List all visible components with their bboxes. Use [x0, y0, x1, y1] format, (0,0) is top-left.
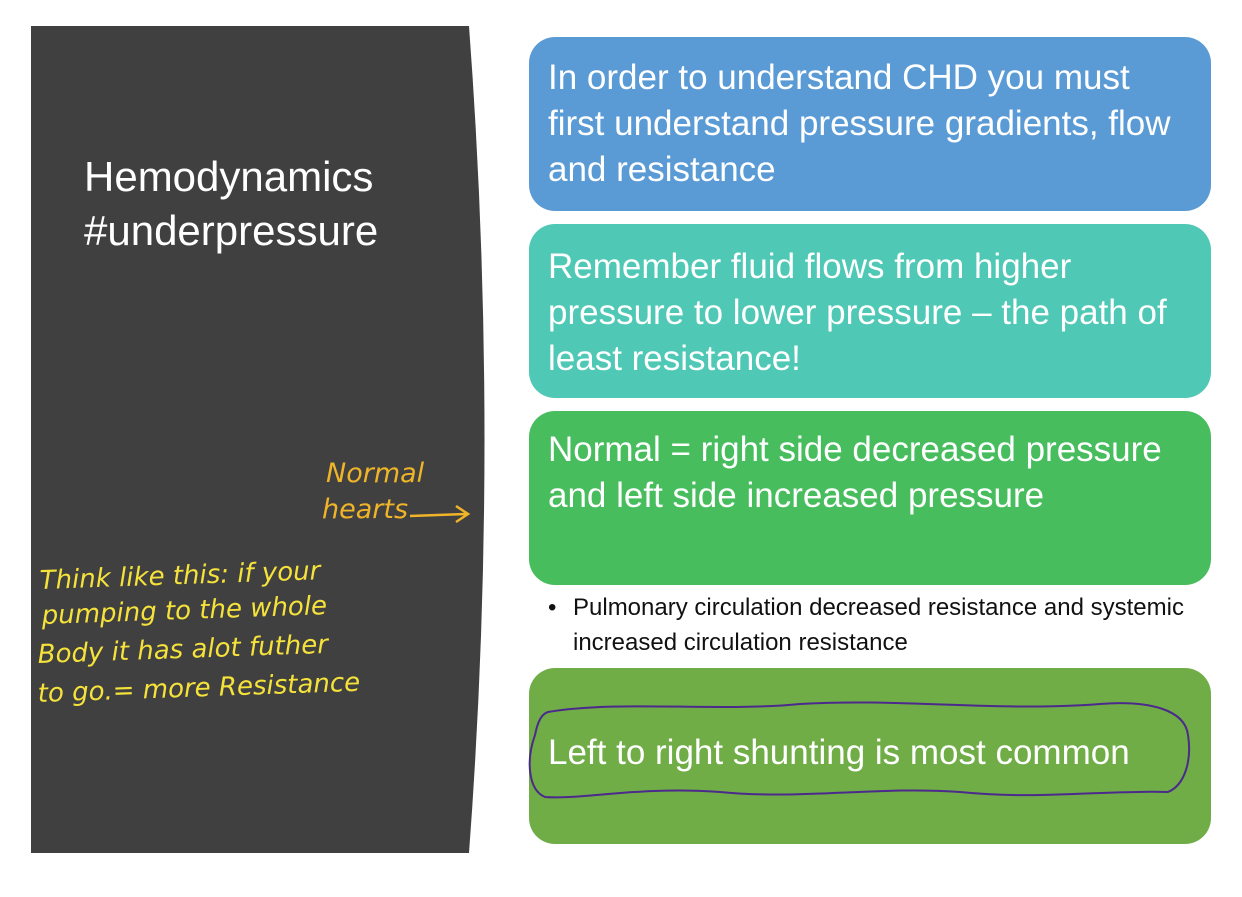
- slide-title: Hemodynamics #underpressure: [84, 150, 484, 258]
- title-line-2: #underpressure: [84, 207, 379, 254]
- content-box-fluid-flow: Remember fluid flows from higher pressur…: [529, 224, 1211, 398]
- content-box-normal-pressure-text: Normal = right side decreased pressure a…: [548, 430, 1162, 515]
- content-box-normal-pressure: Normal = right side decreased pressure a…: [529, 411, 1211, 585]
- content-box-chd-text: In order to understand CHD you must firs…: [548, 58, 1171, 189]
- title-panel: Hemodynamics #underpressure: [0, 0, 520, 897]
- content-box-fluid-flow-text: Remember fluid flows from higher pressur…: [548, 247, 1167, 378]
- bullet-text: Pulmonary circulation decreased resistan…: [573, 594, 1184, 656]
- content-box-chd: In order to understand CHD you must firs…: [529, 37, 1211, 211]
- content-box-shunting: Left to right shunting is most common: [529, 668, 1211, 844]
- title-line-1: Hemodynamics: [84, 153, 374, 200]
- bullet-symbol: •: [548, 594, 557, 621]
- title-panel-shape: [31, 26, 485, 853]
- bullet-item: • Pulmonary circulation decreased resist…: [548, 590, 1208, 660]
- content-box-shunting-text: Left to right shunting is most common: [548, 733, 1130, 772]
